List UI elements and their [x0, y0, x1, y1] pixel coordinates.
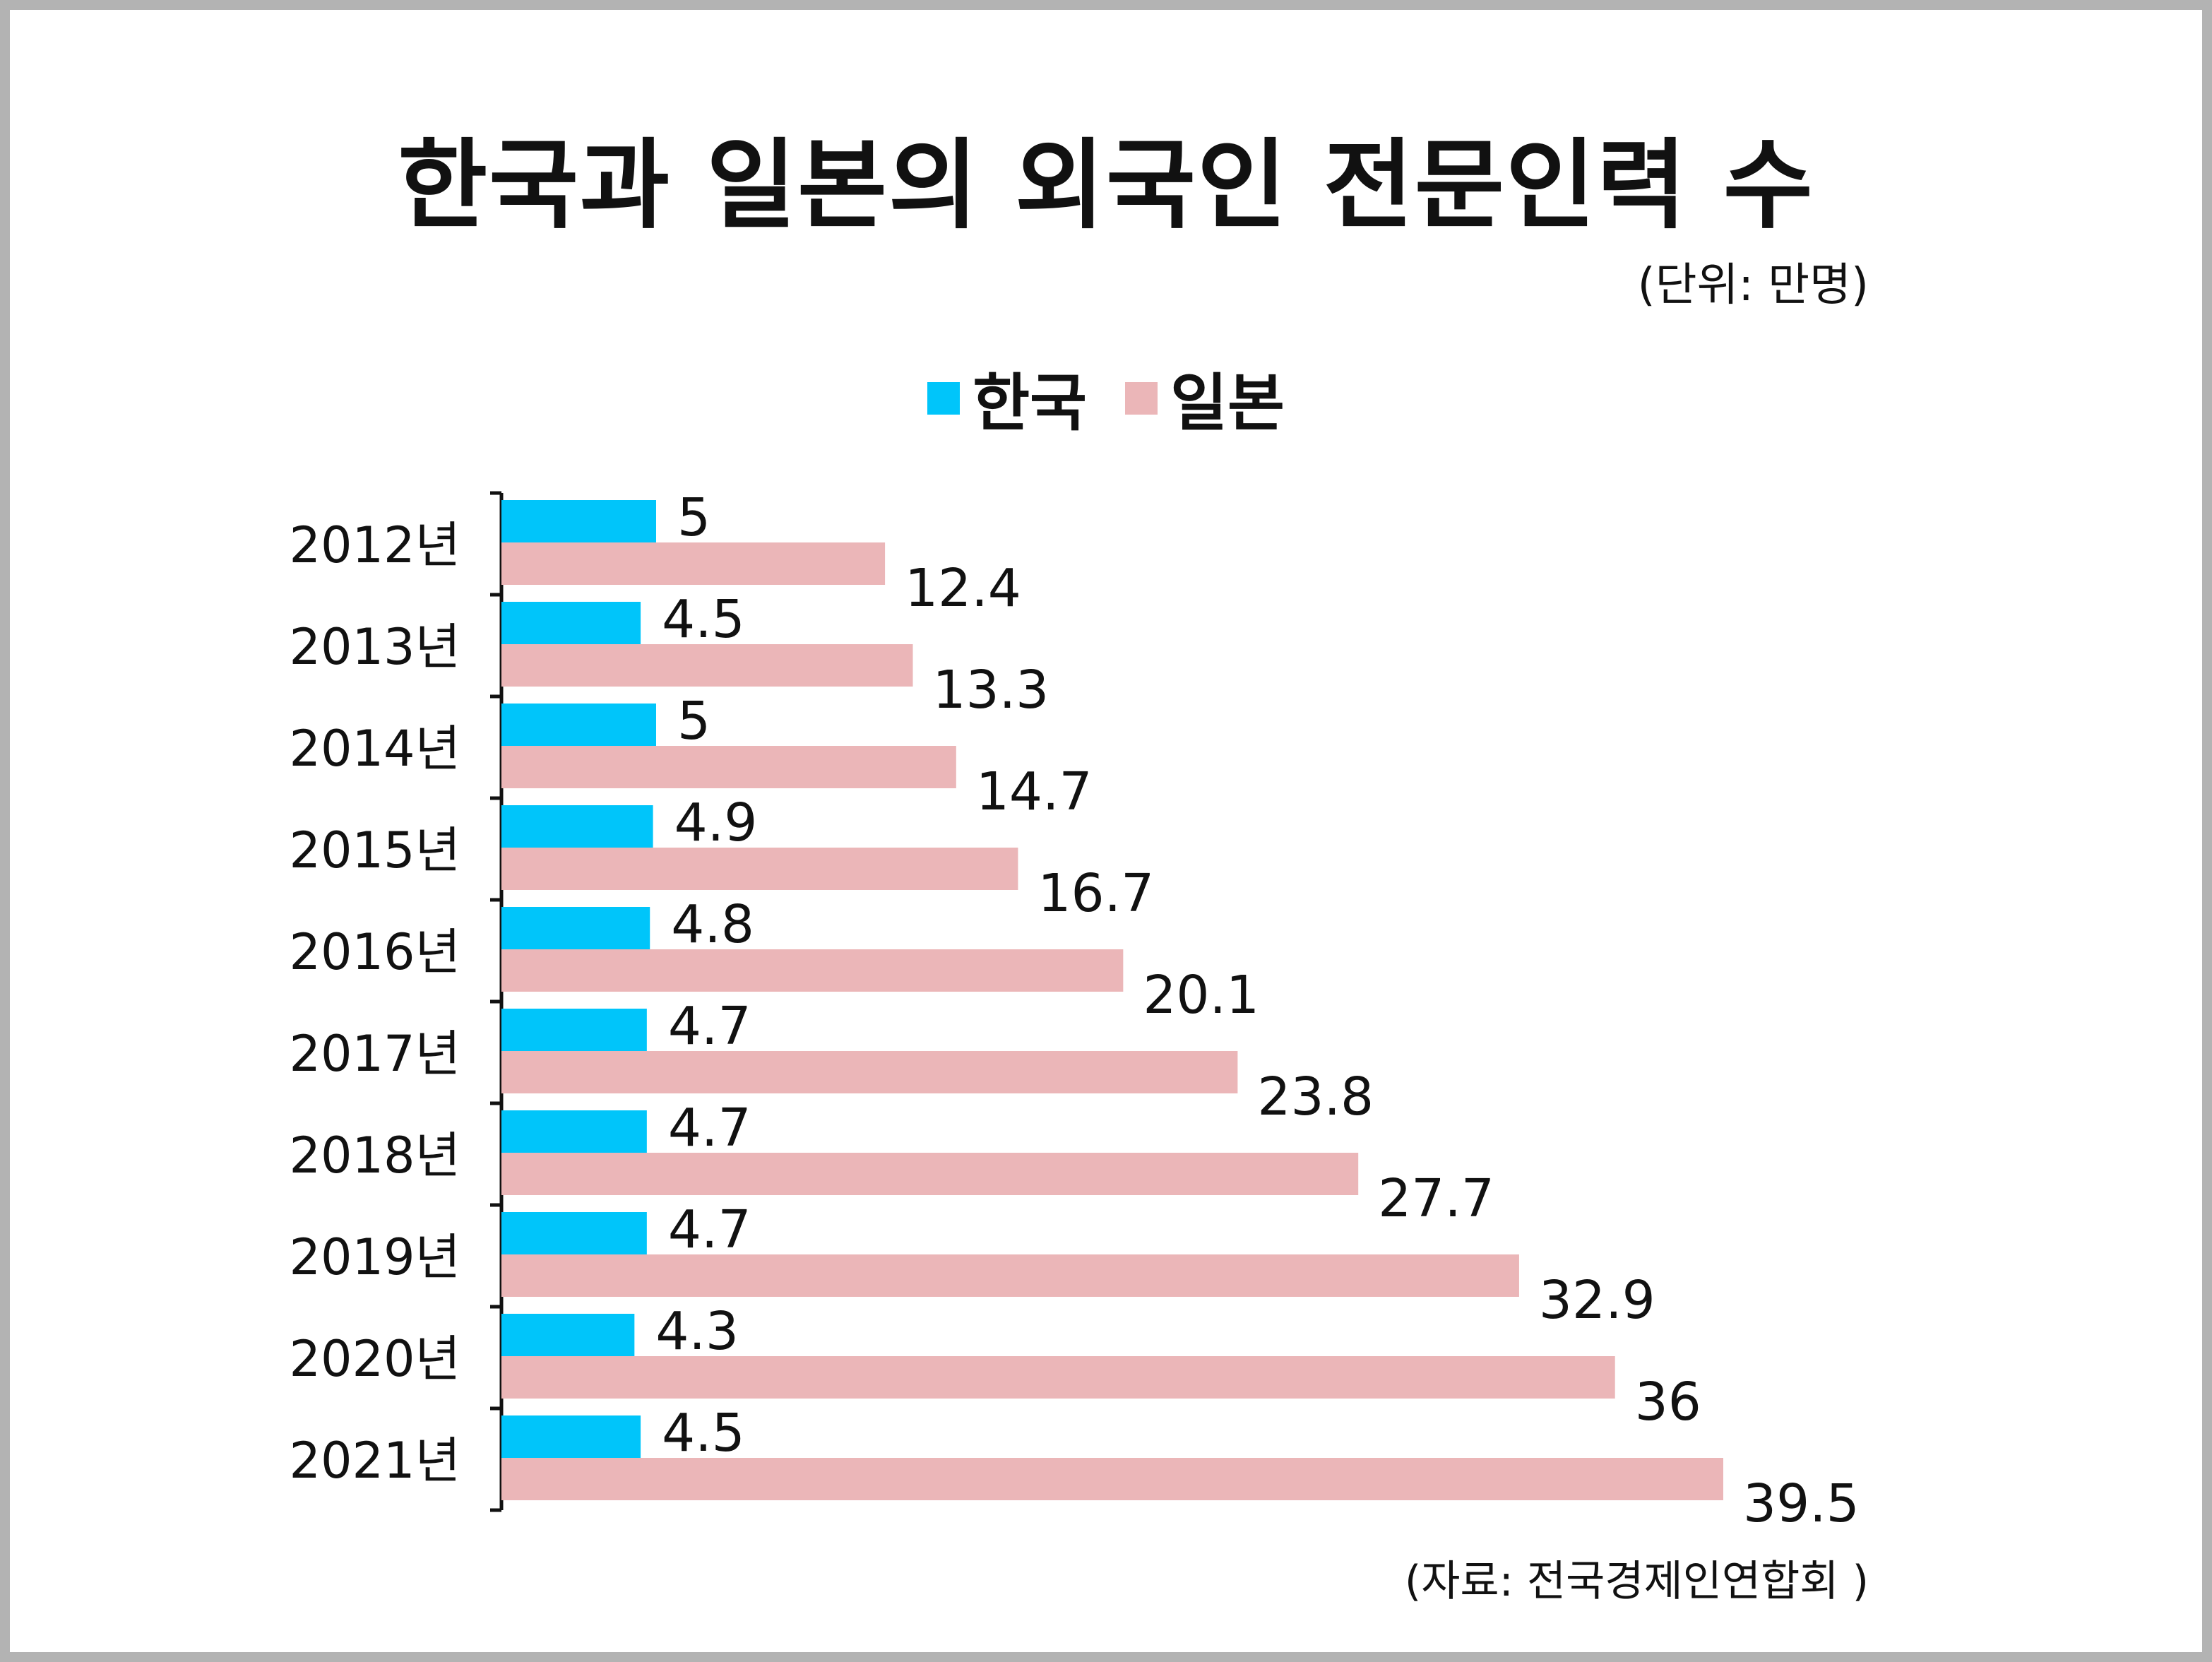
bar-japan	[501, 746, 956, 788]
bar-korea	[501, 1415, 641, 1458]
bar-korea	[501, 1314, 635, 1356]
unit-note: (단위: 만명)	[1637, 259, 1869, 311]
data-label-japan: 12.4	[905, 558, 1021, 619]
legend-swatch-korea	[927, 381, 961, 415]
legend-label-korea: 한국	[973, 367, 1087, 439]
bar-korea	[501, 602, 641, 644]
data-label-korea: 4.7	[668, 996, 751, 1057]
bar-korea	[501, 805, 653, 848]
bar-japan	[501, 644, 913, 687]
bar-japan	[501, 949, 1124, 992]
bar-japan	[501, 1153, 1359, 1195]
category-label: 2016년	[289, 923, 460, 981]
data-label-japan: 13.3	[933, 660, 1049, 720]
category-label: 2014년	[289, 720, 460, 778]
bar-japan	[501, 1356, 1615, 1399]
data-label-korea: 4.5	[662, 589, 745, 650]
category-label: 2015년	[289, 821, 460, 879]
legend-swatch-japan	[1125, 381, 1158, 415]
bar-japan	[501, 848, 1018, 890]
bar-japan	[501, 1458, 1723, 1500]
legend-item-korea: 한국	[927, 353, 1087, 443]
category-label: 2017년	[289, 1025, 460, 1083]
bar-korea	[501, 1009, 647, 1051]
data-label-korea: 4.7	[668, 1098, 751, 1158]
bar-korea	[501, 1212, 647, 1254]
bar-korea	[501, 907, 650, 949]
bar-korea	[501, 1110, 647, 1153]
data-label-japan: 36	[1635, 1372, 1701, 1432]
legend: 한국 일본	[0, 353, 2212, 443]
category-label: 2018년	[289, 1127, 460, 1185]
data-label-korea: 4.9	[674, 793, 758, 853]
category-label: 2020년	[289, 1330, 460, 1388]
data-label-korea: 4.3	[655, 1301, 739, 1362]
data-label-korea: 5	[677, 487, 710, 548]
data-label-japan: 16.7	[1037, 863, 1154, 924]
bar-japan	[501, 1254, 1519, 1297]
legend-item-japan: 일본	[1125, 353, 1285, 443]
data-label-japan: 39.5	[1743, 1473, 1860, 1534]
data-label-japan: 20.1	[1143, 965, 1259, 1026]
category-label: 2019년	[289, 1228, 460, 1286]
bar-japan	[501, 542, 886, 585]
bar-korea	[501, 704, 656, 746]
legend-label-japan: 일본	[1170, 367, 1285, 439]
category-label: 2013년	[289, 618, 460, 676]
data-label-japan: 32.9	[1539, 1270, 1655, 1331]
data-label-korea: 5	[677, 691, 710, 752]
data-label-japan: 14.7	[976, 761, 1093, 822]
data-label-japan: 27.7	[1378, 1168, 1494, 1229]
data-label-korea: 4.5	[662, 1403, 745, 1464]
category-label: 2021년	[289, 1432, 460, 1490]
data-label-korea: 4.8	[671, 894, 754, 955]
bar-korea	[501, 500, 656, 542]
bar-japan	[501, 1051, 1238, 1093]
category-label: 2012년	[289, 516, 460, 574]
data-label-korea: 4.7	[668, 1199, 751, 1260]
data-label-japan: 23.8	[1257, 1067, 1374, 1127]
source-note: (자료: 전국경제인연합회 )	[1404, 1557, 1869, 1606]
chart-title: 한국과 일본의 외국인 전문인력 수	[398, 129, 1814, 242]
